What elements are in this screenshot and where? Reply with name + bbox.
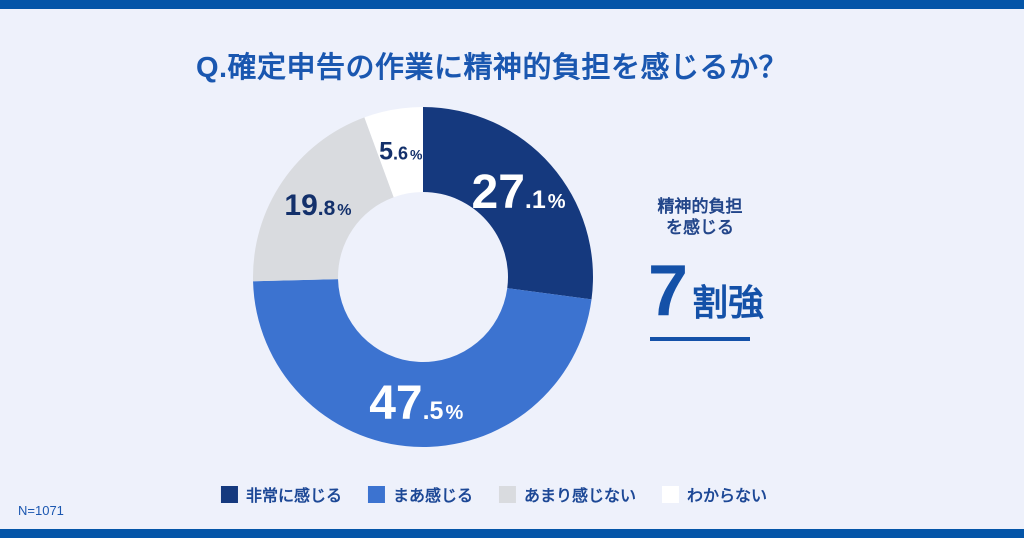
chart-title: Q.確定申告の作業に精神的負担を感じるか？ [195, 52, 789, 84]
donut-slice-3 [364, 107, 423, 198]
legend-label-1: まあ感じる [392, 488, 473, 505]
legend-swatch-3 [662, 485, 680, 503]
callout-underline [650, 336, 750, 341]
slice-value-label-2: 19.8% [284, 188, 352, 222]
legend-swatch-1 [367, 485, 385, 503]
sample-size: N=1071 [18, 503, 64, 518]
callout-big-suffix: 割強 [692, 281, 765, 323]
summary-callout: 精神的負担 を感じる 7 割強 [648, 196, 764, 341]
donut-slice-0 [423, 107, 593, 300]
callout-highlight: 7 割強 [648, 255, 764, 327]
top-accent-bar [0, 0, 1024, 9]
bottom-accent-bar [0, 529, 1024, 538]
legend-item-2: あまり感じない [499, 482, 636, 506]
donut-slice-2 [253, 117, 394, 282]
slice-value-label-0: 27.1% [471, 166, 566, 220]
callout-text: 精神的負担 を感じる [648, 196, 752, 239]
donut-svg [253, 107, 593, 448]
legend-item-1: まあ感じる [367, 482, 473, 506]
slice-value-label-1: 47.5% [369, 376, 464, 430]
slice-value-label-3: 5.6% [379, 137, 423, 166]
donut-slice-1 [253, 279, 592, 448]
legend-label-3: わからない [687, 488, 768, 505]
donut-chart: 27.1% 47.5% 19.8% 5.6% [243, 97, 603, 457]
legend-label-2: あまり感じない [524, 488, 637, 505]
legend-item-0: 非常に感じる [220, 482, 342, 506]
legend-swatch-0 [220, 485, 238, 503]
chart-legend: 非常に感じる まあ感じる あまり感じない わからない [220, 482, 767, 506]
callout-text-line2: を感じる [666, 218, 734, 238]
callout-big-number: 7 [648, 250, 689, 331]
legend-swatch-2 [499, 485, 516, 503]
callout-text-line1: 精神的負担 [657, 197, 743, 216]
legend-label-0: 非常に感じる [245, 488, 342, 505]
legend-item-3: わからない [662, 482, 767, 506]
